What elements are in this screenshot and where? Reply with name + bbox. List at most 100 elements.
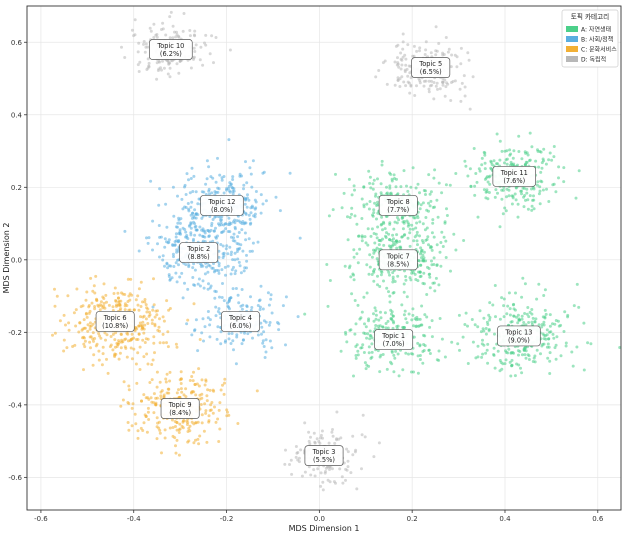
data-point: [422, 349, 426, 352]
data-point: [528, 194, 532, 198]
data-point: [186, 202, 190, 205]
data-point: [354, 448, 358, 452]
data-point: [83, 339, 87, 343]
data-point: [387, 244, 391, 248]
data-point: [193, 208, 197, 212]
data-point: [136, 303, 140, 307]
data-point: [488, 301, 492, 305]
data-point: [554, 343, 558, 347]
data-point: [483, 153, 487, 157]
data-point: [174, 232, 178, 236]
data-point: [376, 274, 379, 278]
data-point: [440, 191, 444, 195]
data-point: [197, 197, 201, 201]
data-point: [178, 275, 182, 279]
data-point: [193, 328, 197, 332]
data-point: [396, 352, 400, 356]
data-point: [185, 322, 189, 326]
data-point: [145, 310, 149, 314]
data-point: [449, 65, 453, 69]
data-point: [537, 282, 541, 286]
data-point: [363, 361, 367, 365]
data-point: [500, 296, 504, 300]
data-point: [172, 214, 176, 218]
data-point: [284, 295, 288, 299]
data-point: [511, 156, 515, 160]
data-point: [143, 298, 147, 301]
data-point: [502, 315, 506, 319]
data-point: [67, 321, 71, 325]
data-point: [495, 162, 498, 166]
data-point: [366, 332, 370, 336]
data-point: [184, 387, 188, 391]
data-point: [192, 174, 196, 178]
data-point: [395, 233, 399, 237]
data-point: [150, 322, 154, 325]
data-point: [356, 261, 360, 265]
data-point: [116, 342, 120, 346]
data-point: [498, 158, 502, 162]
data-point: [152, 411, 156, 415]
data-point: [208, 409, 212, 412]
data-point: [480, 355, 484, 359]
data-point: [152, 335, 156, 339]
data-point: [379, 310, 382, 314]
data-point: [208, 318, 212, 322]
data-point: [198, 58, 202, 62]
data-point: [216, 417, 220, 421]
data-point: [378, 355, 382, 359]
data-point: [290, 472, 294, 476]
data-point: [212, 61, 215, 65]
data-point: [374, 232, 378, 236]
data-point: [307, 430, 311, 434]
data-point: [58, 319, 62, 323]
data-point: [370, 273, 374, 276]
data-point: [152, 22, 156, 26]
data-point: [502, 297, 506, 301]
data-point: [191, 276, 195, 279]
data-point: [216, 325, 220, 329]
data-point: [418, 275, 422, 279]
data-point: [345, 468, 349, 472]
data-point: [235, 333, 239, 337]
data-point: [137, 324, 141, 328]
data-point: [546, 342, 550, 346]
data-point: [171, 36, 175, 40]
data-point: [244, 160, 247, 164]
data-point: [233, 221, 237, 225]
data-point: [503, 161, 506, 165]
data-point: [93, 291, 97, 295]
data-point: [409, 185, 413, 189]
data-point: [192, 55, 196, 59]
data-point: [127, 308, 131, 312]
topic-label-box: [378, 249, 418, 271]
legend-entry: C: 문화서비스: [566, 46, 617, 54]
data-point: [142, 393, 146, 397]
data-point: [315, 437, 319, 441]
data-point: [408, 227, 412, 231]
data-point: [113, 338, 117, 342]
data-point: [473, 184, 477, 188]
data-point: [192, 390, 196, 394]
data-point: [245, 304, 249, 308]
data-point: [437, 181, 441, 185]
data-point: [174, 261, 178, 265]
data-point: [347, 177, 351, 181]
data-point: [160, 68, 163, 72]
data-point: [452, 232, 456, 236]
data-point: [148, 26, 152, 30]
data-point: [207, 419, 211, 423]
data-point: [218, 173, 222, 177]
data-point: [143, 50, 147, 54]
data-point: [178, 427, 182, 431]
y-tick-label: -0.2: [8, 329, 22, 337]
data-point: [114, 331, 118, 335]
data-point: [412, 324, 415, 328]
data-point: [530, 308, 534, 311]
data-point: [195, 212, 198, 215]
data-point: [267, 303, 271, 307]
data-point: [162, 319, 166, 323]
data-point: [487, 329, 491, 333]
topic-label-share: (8.5%): [387, 260, 409, 268]
data-point: [92, 353, 96, 357]
